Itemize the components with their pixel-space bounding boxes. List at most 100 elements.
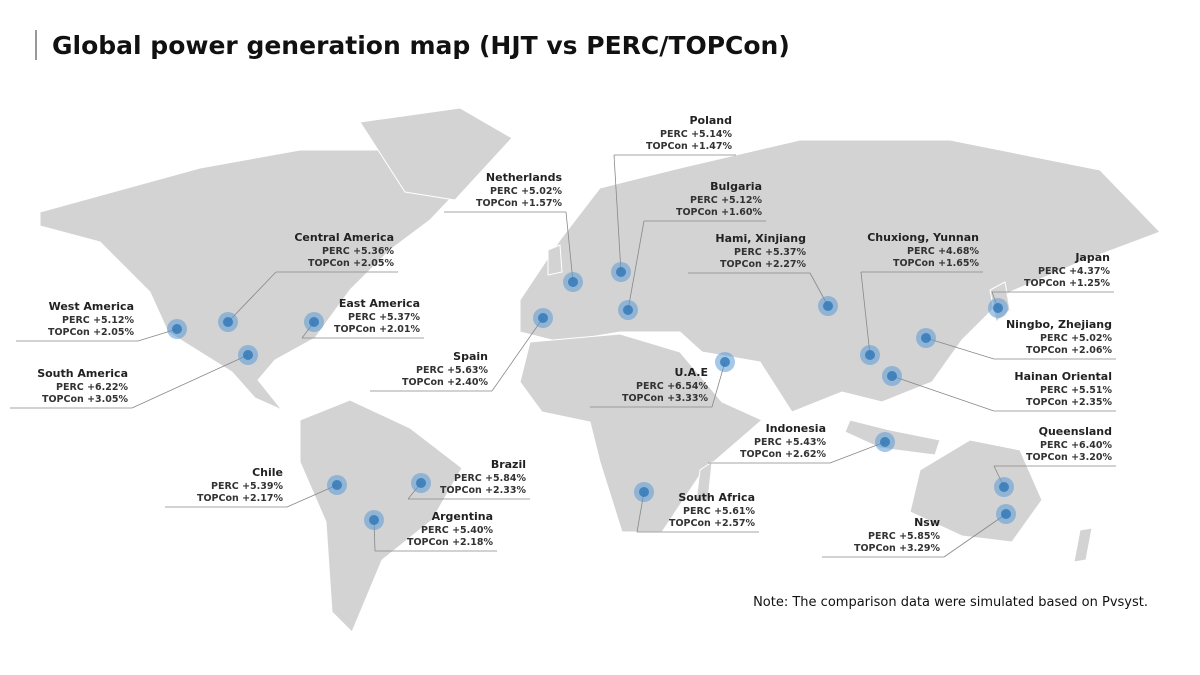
perc-gain: PERC +5.63% — [416, 365, 488, 376]
marker — [865, 350, 875, 360]
perc-gain: PERC +5.14% — [660, 129, 732, 140]
marker — [309, 317, 319, 327]
topcon-gain: TOPCon +1.60% — [676, 207, 762, 218]
perc-gain: PERC +5.36% — [322, 246, 394, 257]
topcon-gain: TOPCon +1.65% — [893, 258, 979, 269]
location-name: Hami, Xinjiang — [715, 232, 806, 245]
perc-gain: PERC +6.22% — [56, 382, 128, 393]
location-name: U.A.E — [674, 366, 708, 379]
marker — [1001, 509, 1011, 519]
marker — [332, 480, 342, 490]
marker — [887, 371, 897, 381]
marker — [243, 350, 253, 360]
perc-gain: PERC +5.12% — [62, 315, 134, 326]
connector — [891, 375, 995, 412]
topcon-gain: TOPCon +3.29% — [854, 543, 940, 554]
perc-gain: PERC +6.54% — [636, 381, 708, 392]
perc-gain: PERC +5.39% — [211, 481, 283, 492]
topcon-gain: TOPCon +2.06% — [1026, 345, 1112, 356]
topcon-gain: TOPCon +3.05% — [42, 394, 128, 405]
marker — [720, 357, 730, 367]
marker — [623, 305, 633, 315]
connector — [943, 513, 1007, 558]
topcon-gain: TOPCon +2.17% — [197, 493, 283, 504]
location-name: Spain — [453, 350, 488, 363]
marker — [921, 333, 931, 343]
marker — [369, 515, 379, 525]
perc-gain: PERC +5.43% — [754, 437, 826, 448]
note: Note: The comparison data were simulated… — [753, 595, 1148, 610]
marker — [223, 317, 233, 327]
location-name: South America — [37, 367, 128, 380]
marker — [639, 487, 649, 497]
location-name: Bulgaria — [710, 180, 762, 193]
location-name: West America — [49, 300, 134, 313]
topcon-gain: TOPCon +2.62% — [740, 449, 826, 460]
perc-gain: PERC +5.51% — [1040, 385, 1112, 396]
eurasia — [519, 139, 1161, 413]
location-name: East America — [339, 297, 420, 310]
topcon-gain: TOPCon +1.47% — [646, 141, 732, 152]
topcon-gain: TOPCon +1.25% — [1024, 278, 1110, 289]
location-name: Hainan Oriental — [1014, 370, 1112, 383]
title: Global power generation map (HJT vs PERC… — [52, 31, 790, 60]
new-zealand — [1073, 527, 1093, 563]
topcon-gain: TOPCon +3.20% — [1026, 452, 1112, 463]
perc-gain: PERC +5.61% — [683, 506, 755, 517]
location-name: Brazil — [491, 458, 526, 471]
location-name: Chuxiong, Yunnan — [867, 231, 979, 244]
uk — [547, 244, 563, 276]
perc-gain: PERC +5.12% — [690, 195, 762, 206]
location-name: Argentina — [432, 510, 493, 523]
marker — [993, 303, 1003, 313]
marker — [880, 437, 890, 447]
location-name: Chile — [252, 466, 283, 479]
marker — [416, 478, 426, 488]
marker — [568, 277, 578, 287]
topcon-gain: TOPCon +2.33% — [440, 485, 526, 496]
marker — [172, 324, 182, 334]
perc-gain: PERC +4.37% — [1038, 266, 1110, 277]
topcon-gain: TOPCon +2.40% — [402, 377, 488, 388]
location-name: Poland — [689, 114, 732, 127]
perc-gain: PERC +5.85% — [868, 531, 940, 542]
location-name: Queensland — [1039, 425, 1112, 438]
topcon-gain: TOPCon +2.35% — [1026, 397, 1112, 408]
location-labels: Poland PERC +5.14%TOPCon +1.47% Netherland… — [10, 114, 1116, 558]
location-name: Nsw — [914, 516, 940, 529]
topcon-gain: TOPCon +2.05% — [48, 327, 134, 338]
topcon-gain: TOPCon +2.57% — [669, 518, 755, 529]
perc-gain: PERC +5.40% — [421, 525, 493, 536]
topcon-gain: TOPCon +2.18% — [407, 537, 493, 548]
topcon-gain: TOPCon +2.05% — [308, 258, 394, 269]
title-bar — [35, 30, 37, 60]
greenland — [359, 107, 513, 201]
topcon-gain: TOPCon +2.27% — [720, 259, 806, 270]
topcon-gain: TOPCon +3.33% — [622, 393, 708, 404]
location-name: Central America — [294, 231, 394, 244]
location-name: Indonesia — [766, 422, 826, 435]
connector — [131, 354, 249, 409]
marker — [999, 482, 1009, 492]
perc-gain: PERC +5.84% — [454, 473, 526, 484]
north-america — [39, 149, 471, 411]
topcon-gain: TOPCon +1.57% — [476, 198, 562, 209]
location-name: Japan — [1074, 251, 1110, 264]
topcon-gain: TOPCon +2.01% — [334, 324, 420, 335]
connector — [627, 220, 645, 311]
connector — [565, 211, 574, 283]
location-name: Netherlands — [486, 171, 563, 184]
connector — [860, 271, 871, 356]
perc-gain: PERC +4.68% — [907, 246, 979, 257]
perc-gain: PERC +5.02% — [1040, 333, 1112, 344]
location-name: Ningbo, Zhejiang — [1006, 318, 1112, 331]
marker — [538, 313, 548, 323]
connector — [491, 317, 544, 392]
connector — [925, 337, 995, 360]
perc-gain: PERC +5.02% — [490, 186, 562, 197]
madagascar — [695, 460, 713, 503]
marker — [616, 267, 626, 277]
perc-gain: PERC +5.37% — [734, 247, 806, 258]
